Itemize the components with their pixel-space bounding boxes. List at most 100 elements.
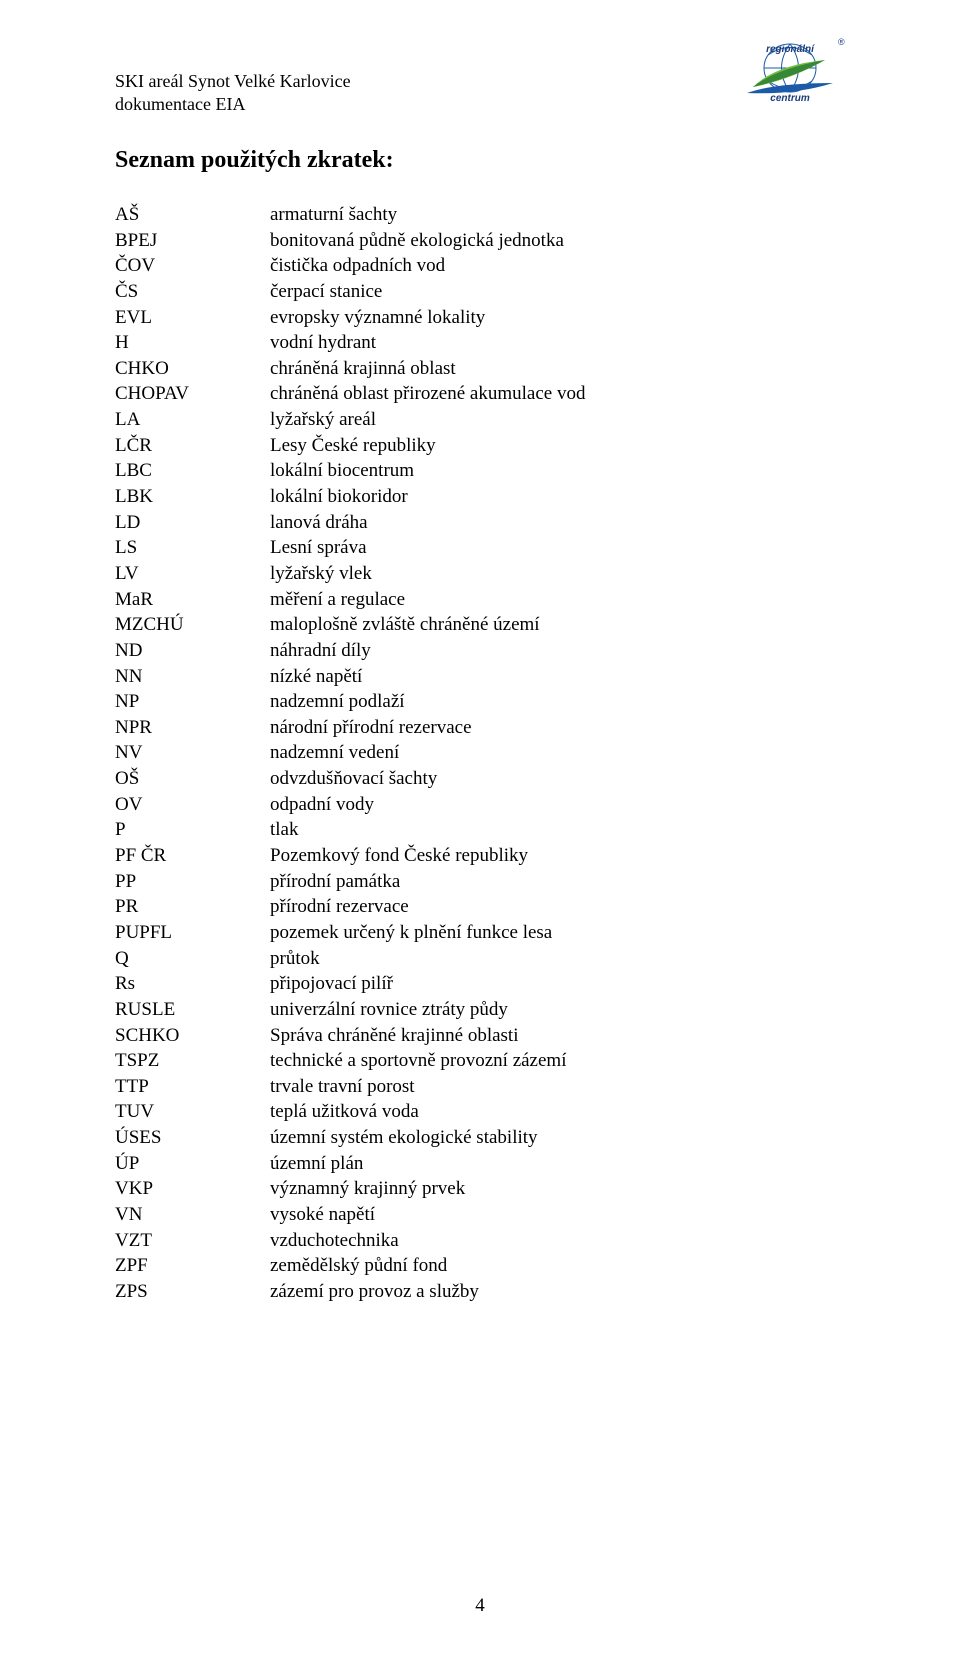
abbr-row: LČRLesy České republiky <box>115 433 845 459</box>
abbr-desc: Lesy České republiky <box>270 433 845 459</box>
abbr-row: VNvysoké napětí <box>115 1202 845 1228</box>
abbr-code: LBC <box>115 458 270 484</box>
abbr-desc: lokální biokoridor <box>270 484 845 510</box>
abbr-row: PRpřírodní rezervace <box>115 894 845 920</box>
abbr-row: CHOPAVchráněná oblast přirozené akumulac… <box>115 381 845 407</box>
abbr-row: ZPFzemědělský půdní fond <box>115 1253 845 1279</box>
abbr-row: PPpřírodní památka <box>115 869 845 895</box>
abbr-row: Ptlak <box>115 817 845 843</box>
abbreviation-tbody: AŠarmaturní šachtyBPEJbonitovaná půdně e… <box>115 202 845 1305</box>
abbr-row: TTPtrvale travní porost <box>115 1074 845 1100</box>
abbr-row: VZTvzduchotechnika <box>115 1228 845 1254</box>
abbr-row: MZCHÚmaloplošně zvláště chráněné území <box>115 612 845 638</box>
abbr-desc: zemědělský půdní fond <box>270 1253 845 1279</box>
abbr-row: AŠarmaturní šachty <box>115 202 845 228</box>
abbr-row: ZPSzázemí pro provoz a služby <box>115 1279 845 1305</box>
abbr-code: LD <box>115 510 270 536</box>
abbr-code: PUPFL <box>115 920 270 946</box>
abbr-code: ÚSES <box>115 1125 270 1151</box>
abbr-desc: Správa chráněné krajinné oblasti <box>270 1023 845 1049</box>
header-row: SKI areál Synot Velké Karlovice dokument… <box>115 70 845 115</box>
abbr-desc: lanová dráha <box>270 510 845 536</box>
abbr-row: OŠodvzdušňovací šachty <box>115 766 845 792</box>
page: SKI areál Synot Velké Karlovice dokument… <box>0 0 960 1675</box>
abbr-desc: územní systém ekologické stability <box>270 1125 845 1151</box>
logo-text-top: regionální <box>766 44 815 55</box>
abbr-code: NPR <box>115 715 270 741</box>
abbr-desc: teplá užitková voda <box>270 1099 845 1125</box>
abbr-row: LSLesní správa <box>115 535 845 561</box>
abbr-code: NN <box>115 664 270 690</box>
abbr-code: SCHKO <box>115 1023 270 1049</box>
abbr-desc: měření a regulace <box>270 587 845 613</box>
header-left: SKI areál Synot Velké Karlovice dokument… <box>115 70 351 115</box>
abbr-row: MaRměření a regulace <box>115 587 845 613</box>
header-line-1: SKI areál Synot Velké Karlovice <box>115 70 351 93</box>
abbr-desc: významný krajinný prvek <box>270 1176 845 1202</box>
abbr-code: LČR <box>115 433 270 459</box>
abbr-row: TUVteplá užitková voda <box>115 1099 845 1125</box>
abbr-row: SCHKOSpráva chráněné krajinné oblasti <box>115 1023 845 1049</box>
abbr-desc: Lesní správa <box>270 535 845 561</box>
abbr-code: LA <box>115 407 270 433</box>
page-heading: Seznam použitých zkratek: <box>115 147 845 174</box>
abbr-desc: přírodní památka <box>270 869 845 895</box>
abbr-desc: Pozemkový fond České republiky <box>270 843 845 869</box>
abbr-desc: technické a sportovně provozní zázemí <box>270 1048 845 1074</box>
abbr-code: CHOPAV <box>115 381 270 407</box>
abbr-desc: armaturní šachty <box>270 202 845 228</box>
abbr-row: LBKlokální biokoridor <box>115 484 845 510</box>
abbr-row: OVodpadní vody <box>115 792 845 818</box>
abbr-code: CHKO <box>115 356 270 382</box>
abbr-code: ČOV <box>115 253 270 279</box>
abbr-row: NPnadzemní podlaží <box>115 689 845 715</box>
abbr-row: LBClokální biocentrum <box>115 458 845 484</box>
abbr-desc: čerpací stanice <box>270 279 845 305</box>
abbr-code: PF ČR <box>115 843 270 869</box>
logo-svg: regionální centrum ® <box>735 35 845 105</box>
abbr-desc: územní plán <box>270 1151 845 1177</box>
abbr-row: CHKOchráněná krajinná oblast <box>115 356 845 382</box>
abbr-row: NVnadzemní vedení <box>115 740 845 766</box>
abbr-desc: vzduchotechnika <box>270 1228 845 1254</box>
abbr-code: ZPF <box>115 1253 270 1279</box>
abbr-desc: tlak <box>270 817 845 843</box>
abbr-desc: univerzální rovnice ztráty půdy <box>270 997 845 1023</box>
abbr-row: NDnáhradní díly <box>115 638 845 664</box>
abbr-row: TSPZtechnické a sportovně provozní zázem… <box>115 1048 845 1074</box>
abbr-desc: bonitovaná půdně ekologická jednotka <box>270 228 845 254</box>
abbr-desc: čistička odpadních vod <box>270 253 845 279</box>
header-line-2: dokumentace EIA <box>115 93 351 116</box>
abbr-row: BPEJbonitovaná půdně ekologická jednotka <box>115 228 845 254</box>
abbr-desc: náhradní díly <box>270 638 845 664</box>
abbr-code: Rs <box>115 971 270 997</box>
abbr-code: VZT <box>115 1228 270 1254</box>
abbr-desc: lyžařský areál <box>270 407 845 433</box>
abbr-code: BPEJ <box>115 228 270 254</box>
abbr-code: LS <box>115 535 270 561</box>
abbr-code: Q <box>115 946 270 972</box>
abbr-desc: nadzemní podlaží <box>270 689 845 715</box>
abbr-row: LDlanová dráha <box>115 510 845 536</box>
abbr-desc: evropsky významné lokality <box>270 305 845 331</box>
abbr-row: LAlyžařský areál <box>115 407 845 433</box>
abbr-row: EVLevropsky významné lokality <box>115 305 845 331</box>
abbreviation-table: AŠarmaturní šachtyBPEJbonitovaná půdně e… <box>115 202 845 1305</box>
abbr-row: PUPFLpozemek určený k plnění funkce lesa <box>115 920 845 946</box>
abbr-row: PF ČRPozemkový fond České republiky <box>115 843 845 869</box>
abbr-code: AŠ <box>115 202 270 228</box>
abbr-row: NNnízké napětí <box>115 664 845 690</box>
abbr-row: Hvodní hydrant <box>115 330 845 356</box>
abbr-desc: nízké napětí <box>270 664 845 690</box>
abbr-desc: průtok <box>270 946 845 972</box>
abbr-code: OŠ <box>115 766 270 792</box>
abbr-desc: trvale travní porost <box>270 1074 845 1100</box>
abbr-code: PR <box>115 894 270 920</box>
abbr-code: NV <box>115 740 270 766</box>
abbr-row: NPRnárodní přírodní rezervace <box>115 715 845 741</box>
abbr-code: OV <box>115 792 270 818</box>
abbr-desc: pozemek určený k plnění funkce lesa <box>270 920 845 946</box>
abbr-row: ÚSESúzemní systém ekologické stability <box>115 1125 845 1151</box>
abbr-code: P <box>115 817 270 843</box>
abbr-row: LVlyžařský vlek <box>115 561 845 587</box>
